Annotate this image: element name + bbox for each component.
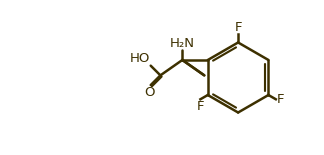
Text: F: F	[277, 93, 284, 106]
Text: O: O	[145, 86, 155, 99]
Text: F: F	[197, 100, 204, 113]
Text: F: F	[234, 21, 242, 34]
Text: HO: HO	[129, 52, 150, 65]
Text: H₂N: H₂N	[170, 37, 195, 50]
